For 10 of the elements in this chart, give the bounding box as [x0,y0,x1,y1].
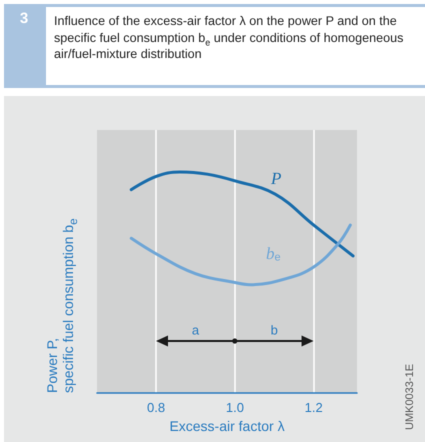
annotation: a [192,322,200,338]
x-tick-label: 1.0 [226,400,244,415]
x-tick-label: 0.8 [147,400,166,415]
text: 3 [18,10,30,27]
x-axis-title: Excess-air factor λ [169,418,285,434]
text: UMK0033-1E [404,364,416,430]
series-label: P [270,169,282,188]
annotation: b [270,322,278,338]
x-tick-label: 1.2 [304,400,323,415]
chart-title: Influence of the excess-air factor λ on the power P and on the specific fuel consumption b$_{e}$ under conditions of homogeneous air/fuel-mixture distribution [46,7,425,85]
